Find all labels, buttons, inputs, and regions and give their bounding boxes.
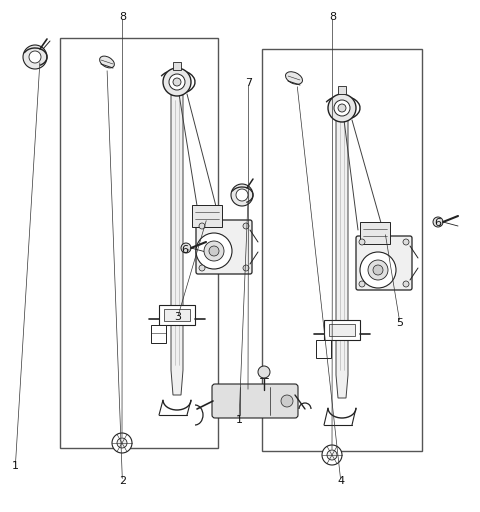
Circle shape <box>199 265 205 271</box>
Text: 5: 5 <box>396 317 403 328</box>
Text: 4: 4 <box>337 476 344 486</box>
Bar <box>316 340 331 358</box>
Text: 1: 1 <box>12 461 19 471</box>
Circle shape <box>327 450 337 460</box>
Bar <box>60 38 218 448</box>
Circle shape <box>258 366 270 378</box>
Bar <box>151 325 166 343</box>
Bar <box>173 62 181 70</box>
Text: 1: 1 <box>236 415 242 425</box>
Text: 6: 6 <box>181 245 188 255</box>
Circle shape <box>163 68 191 96</box>
Bar <box>164 309 190 321</box>
Circle shape <box>231 184 253 206</box>
Circle shape <box>243 223 249 229</box>
Text: 3: 3 <box>174 312 181 323</box>
Circle shape <box>173 78 181 86</box>
Polygon shape <box>336 113 348 398</box>
Circle shape <box>181 243 191 253</box>
Circle shape <box>334 100 350 116</box>
Circle shape <box>360 252 396 288</box>
Bar <box>192 205 222 227</box>
Ellipse shape <box>100 56 114 68</box>
Circle shape <box>281 395 293 407</box>
Text: 7: 7 <box>245 78 252 88</box>
Bar <box>324 320 360 340</box>
Text: 6: 6 <box>434 218 441 228</box>
Circle shape <box>403 239 409 245</box>
Bar <box>329 324 355 336</box>
Circle shape <box>112 433 132 453</box>
Circle shape <box>117 438 127 448</box>
Text: 8: 8 <box>119 12 126 22</box>
Circle shape <box>373 265 383 275</box>
Bar <box>360 222 390 244</box>
Circle shape <box>236 189 248 201</box>
Circle shape <box>169 74 185 90</box>
Circle shape <box>368 260 388 280</box>
Text: 8: 8 <box>329 12 336 22</box>
FancyBboxPatch shape <box>196 220 252 274</box>
Circle shape <box>359 239 365 245</box>
Bar <box>159 305 195 325</box>
Circle shape <box>328 94 356 122</box>
Circle shape <box>433 217 443 227</box>
Circle shape <box>338 104 346 112</box>
Ellipse shape <box>286 72 302 84</box>
Circle shape <box>23 45 47 69</box>
Text: 2: 2 <box>119 476 126 486</box>
Polygon shape <box>171 95 183 395</box>
Circle shape <box>403 281 409 287</box>
Circle shape <box>359 281 365 287</box>
Circle shape <box>29 51 41 63</box>
Circle shape <box>204 241 224 261</box>
Bar <box>338 86 346 94</box>
Circle shape <box>209 246 219 256</box>
Bar <box>262 49 422 451</box>
Circle shape <box>196 233 232 269</box>
FancyBboxPatch shape <box>212 384 298 418</box>
Circle shape <box>243 265 249 271</box>
Circle shape <box>199 223 205 229</box>
FancyBboxPatch shape <box>356 236 412 290</box>
Circle shape <box>322 445 342 465</box>
